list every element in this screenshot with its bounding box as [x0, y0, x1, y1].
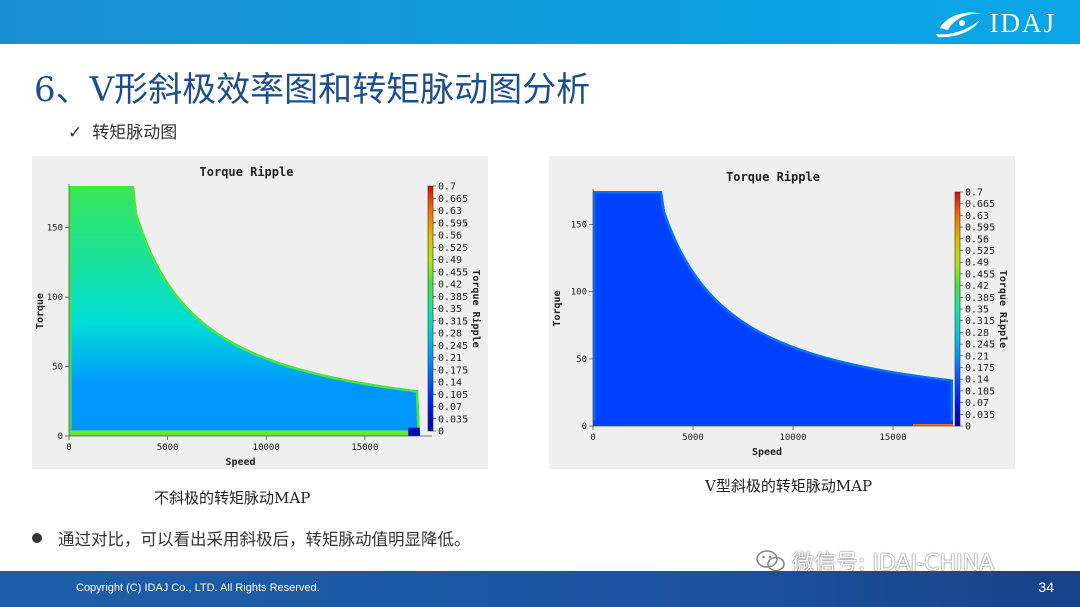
- colorbar-tick-label: 0.035: [438, 414, 468, 425]
- colorbar-tick-label: 0.455: [965, 269, 995, 280]
- footer-bar: Copyright (C) IDAJ Co., LTD. All Rights …: [0, 571, 1080, 607]
- ripple-low-torque-band: [593, 420, 953, 426]
- colorbar-tick-label: 0.42: [438, 280, 462, 291]
- caption-no-skew: 不斜极的转矩脉动MAP: [154, 489, 311, 507]
- colorbar-tick-label: 0.525: [965, 246, 995, 257]
- colorbar: [427, 185, 434, 432]
- colorbar-tick-label: 0.315: [438, 316, 468, 327]
- chart-title: Torque Ripple: [726, 170, 820, 184]
- colorbar: [954, 191, 961, 427]
- caption-v-skew: V型斜极的转矩脉动MAP: [705, 477, 873, 495]
- colorbar-tick-label: 0.35: [965, 305, 989, 316]
- colorbar-tick-label: 0.315: [965, 316, 995, 327]
- colorbar-tick-label: 0.035: [965, 410, 995, 421]
- conclusion-bullet: 通过对比，可以看出采用斜极后，转矩脉动值明显降低。: [32, 526, 471, 550]
- colorbar-tick-label: 0.56: [438, 231, 462, 242]
- colorbar-label: Torque Ripple: [470, 269, 482, 347]
- x-axis-label: Speed: [225, 457, 255, 468]
- colorbar-tick-label: 0.105: [438, 390, 468, 401]
- colorbar-tick-label: 0.245: [438, 341, 468, 352]
- colorbar-tick-label: 0.385: [965, 293, 995, 304]
- x-tick-label: 10000: [253, 443, 280, 453]
- colorbar-tick-label: 0.56: [965, 234, 989, 245]
- y-axis-label: Torque: [35, 293, 46, 329]
- subtitle: ✓ 转矩脉动图: [68, 118, 177, 143]
- ripple-bottom-line: [69, 434, 421, 436]
- colorbar-tick-label: 0.21: [965, 351, 989, 362]
- x-tick-label: 0: [590, 433, 595, 443]
- colorbar-tick-label: 0.14: [438, 378, 462, 389]
- y-tick-label: 150: [571, 221, 587, 231]
- subtitle-text: 转矩脉动图: [92, 123, 178, 143]
- x-tick-label: 5000: [682, 433, 704, 443]
- chart-panel-v-skew: Torque Ripple 0 5000 10000 15000 0 50 100 150 Spe…: [549, 156, 1015, 469]
- x-tick-label: 0: [66, 443, 71, 453]
- y-tick-label: 100: [571, 288, 587, 298]
- colorbar-label: Torque Ripple: [997, 270, 1009, 348]
- y-tick-label: 50: [576, 355, 587, 365]
- ripple-high-speed-corner: [408, 427, 421, 436]
- header-bar: IDAJ: [0, 0, 1080, 44]
- colorbar-tick-label: 0.49: [965, 258, 989, 269]
- colorbar-tick-label: 0.14: [965, 375, 989, 386]
- y-tick-label: 150: [47, 224, 63, 234]
- colorbar-tick-label: 0.28: [438, 329, 462, 340]
- ripple-bottom-line: [913, 423, 953, 426]
- x-tick-label: 5000: [157, 443, 179, 453]
- colorbar-tick-label: 0: [965, 422, 971, 433]
- colorbar-tick-label: 0.35: [438, 304, 462, 315]
- wechat-icon: [756, 550, 785, 572]
- colorbar-tick-label: 0.455: [438, 267, 468, 278]
- page-number: 34: [1038, 579, 1054, 595]
- y-tick-label: 0: [58, 432, 63, 442]
- chart-title: Torque Ripple: [200, 165, 294, 179]
- colorbar-tick-label: 0.07: [965, 398, 989, 409]
- y-tick-label: 100: [47, 293, 63, 303]
- check-icon: ✓: [68, 123, 83, 143]
- colorbar-tick-label: 0: [438, 427, 444, 438]
- colorbar-tick-label: 0.49: [438, 255, 462, 266]
- torque-ripple-chart-v-skew: Torque Ripple 0 5000 10000 15000 0 50 100 150 Spe…: [552, 170, 1009, 458]
- colorbar-tick-label: 0.21: [438, 353, 462, 364]
- x-tick-label: 10000: [779, 433, 806, 443]
- colorbar-tick-label: 0.175: [965, 363, 995, 374]
- x-axis-label: Speed: [752, 447, 782, 458]
- y-axis-label: Torque: [552, 290, 563, 326]
- ripple-map-fill: [69, 186, 421, 436]
- colorbar-tick-label: 0.525: [438, 243, 468, 254]
- logo-swoosh-icon: [935, 12, 982, 38]
- colorbar-tick-label: 0.665: [965, 199, 995, 210]
- colorbar-tick-label: 0.28: [965, 328, 989, 339]
- ripple-map-region: [593, 191, 953, 426]
- colorbar-tick-label: 0.63: [965, 211, 989, 222]
- colorbar-tick-label: 0.105: [965, 386, 995, 397]
- colorbar-tick-label: 0.595: [965, 223, 995, 234]
- bullet-icon: [32, 533, 42, 543]
- conclusion-text: 通过对比，可以看出采用斜极后，转矩脉动值明显降低。: [58, 530, 471, 549]
- ripple-map-boundary: [593, 191, 953, 426]
- colorbar-tick-label: 0.175: [438, 365, 468, 376]
- x-tick-label: 15000: [351, 443, 378, 453]
- colorbar-tick-label: 0.42: [965, 281, 989, 292]
- colorbar-tick-label: 0.385: [438, 292, 468, 303]
- y-tick-label: 50: [52, 363, 63, 373]
- ripple-map-region: [69, 186, 421, 436]
- ripple-low-torque-band: [69, 430, 421, 436]
- colorbar-tick-label: 0.7: [965, 188, 983, 199]
- ripple-map-fill: [593, 191, 953, 426]
- colorbar-tick-label: 0.07: [438, 402, 462, 413]
- colorbar-tick-label: 0.595: [438, 218, 468, 229]
- colorbar-tick-label: 0.245: [965, 340, 995, 351]
- colorbar-tick-label: 0.63: [438, 206, 462, 217]
- torque-ripple-chart-no-skew: Torque Ripple 0 5000 10000 15000 0 50 100 150 Spe…: [35, 165, 482, 468]
- copyright-text: Copyright (C) IDAJ Co., LTD. All Rights …: [76, 582, 320, 594]
- page-title: 6、V形斜极效率图和转矩脉动图分析: [34, 70, 591, 110]
- chart-panel-no-skew: Torque Ripple 0 5000 10000 15000 0 50 100 150 Spe…: [32, 156, 488, 469]
- logo-text: IDAJ: [989, 7, 1056, 38]
- x-tick-label: 15000: [879, 433, 906, 443]
- colorbar-tick-label: 0.7: [438, 182, 456, 193]
- colorbar-tick-label: 0.665: [438, 194, 468, 205]
- idaj-logo: IDAJ: [934, 6, 1057, 40]
- y-tick-label: 0: [582, 422, 587, 432]
